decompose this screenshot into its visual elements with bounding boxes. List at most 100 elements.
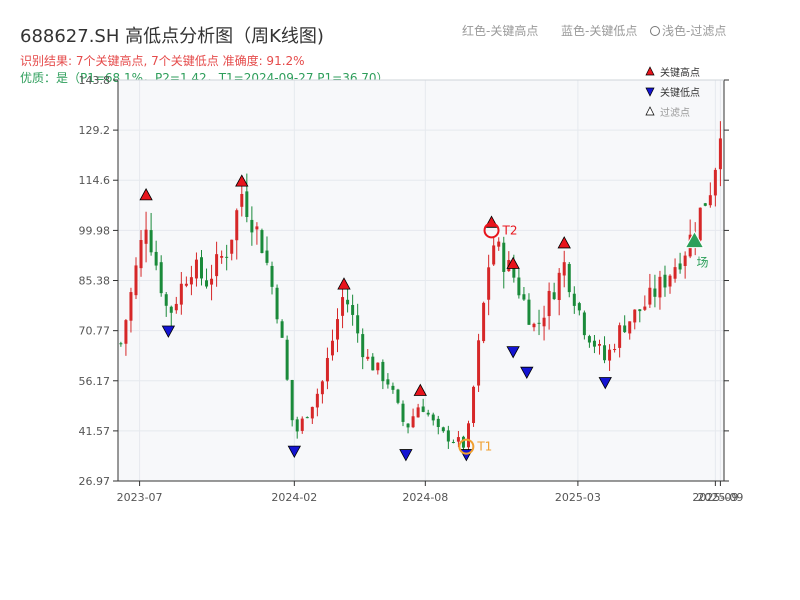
candle-body (386, 379, 390, 385)
candle-body (426, 412, 430, 415)
candle-body (421, 406, 425, 412)
candle-body (184, 283, 188, 286)
legend-label: 过滤点 (660, 106, 690, 119)
candle-body (134, 265, 138, 296)
candle-body (658, 276, 662, 298)
hint-key-highs: 红色-关键高点 (462, 24, 539, 38)
candle-body (638, 309, 642, 312)
x-tick-label: 2024-02 (271, 491, 317, 504)
candle-body (255, 226, 259, 230)
candle-body (668, 275, 672, 287)
candle-body (270, 265, 274, 287)
candles (119, 121, 722, 454)
candle-body (119, 343, 123, 345)
candle-body (381, 361, 385, 382)
candle-body (678, 263, 682, 270)
candle-body (663, 274, 667, 288)
candle-body (547, 290, 551, 317)
candle-body (467, 423, 471, 448)
candle-body (461, 436, 465, 448)
candle-body (648, 287, 652, 305)
candle-body (235, 210, 239, 241)
candle-body (653, 288, 657, 297)
key-low-marker (506, 346, 520, 359)
candle-body (487, 267, 491, 300)
candle-body (401, 403, 405, 422)
annotation-ring (483, 222, 500, 239)
candle-body (577, 303, 581, 311)
candle-body (603, 345, 607, 361)
candle-body (124, 320, 128, 344)
key-low-marker (287, 445, 302, 458)
result-subtitle: 识别结果: 7个关键高点, 7个关键低点 准确度: 91.2% (20, 54, 305, 68)
legend-label: 关键高点 (660, 66, 700, 79)
candle-body (451, 441, 455, 443)
key-high-marker (235, 174, 249, 187)
candle-body (406, 423, 410, 428)
candle-body (290, 379, 294, 421)
x-tick-label: 2023-07 (117, 491, 163, 504)
key-low-marker (598, 377, 612, 390)
candle-body (436, 418, 440, 428)
candle-body (492, 245, 496, 265)
key-high-marker (557, 236, 571, 249)
candle-body (295, 419, 299, 432)
candle-body (250, 219, 254, 233)
candle-body (285, 339, 289, 380)
candle-body (230, 239, 234, 254)
legend-marker (645, 66, 655, 76)
candle-body (517, 277, 521, 296)
candle-body (159, 262, 163, 294)
key-low-marker (161, 325, 176, 338)
y-tick-label: 114.6 (79, 174, 111, 187)
candle-body (537, 322, 541, 324)
hint-filtered: 浅色-过滤点 (650, 22, 726, 39)
y-tick-label: 41.57 (79, 425, 111, 438)
key-high-marker (337, 277, 351, 290)
y-tick-label: 26.97 (79, 475, 111, 488)
candle-body (275, 287, 279, 320)
y-tick-label: 85.38 (79, 275, 111, 288)
candle-body (431, 414, 435, 421)
candle-body (210, 278, 214, 285)
candle-body (562, 262, 566, 276)
candle-body (169, 306, 173, 313)
candle-body (189, 277, 193, 285)
candle-body (260, 230, 264, 254)
candle-body (205, 280, 209, 287)
candle-body (698, 207, 702, 241)
candle-body (320, 381, 324, 395)
candle-body (608, 349, 612, 361)
hint-key-lows: 蓝色-关键低点 (561, 24, 638, 38)
key-low-marker (399, 449, 413, 462)
candle-body (376, 362, 380, 371)
candle-body (215, 254, 219, 277)
candle-body (497, 241, 501, 247)
filtered-point-marker (684, 230, 705, 249)
candle-body (502, 242, 506, 272)
candle-body (592, 340, 596, 347)
key-low-marker (520, 366, 534, 380)
hint-filtered-label: 浅色-过滤点 (662, 24, 727, 38)
x-tick-label: 2025-09 (692, 491, 738, 504)
candle-body (477, 340, 481, 386)
x-tick-label: 2025-03 (555, 491, 601, 504)
annotation-label: T1 (476, 440, 492, 454)
candle-body (512, 262, 516, 278)
candle-body (305, 417, 309, 419)
candle-body (557, 272, 561, 301)
key-high-marker (413, 383, 427, 396)
candle-body (129, 292, 133, 321)
candle-body (618, 325, 622, 348)
candle-body (341, 297, 345, 316)
annotation-ring (458, 438, 475, 455)
candle-body (522, 294, 526, 300)
filtered-point-label: 场 (696, 256, 708, 270)
candle-body (567, 263, 571, 293)
y-tick-label: 99.98 (79, 224, 111, 237)
annotation-label: T2 (502, 223, 518, 237)
markers: T1 T2 场 (139, 174, 709, 462)
candle-body (194, 259, 198, 279)
